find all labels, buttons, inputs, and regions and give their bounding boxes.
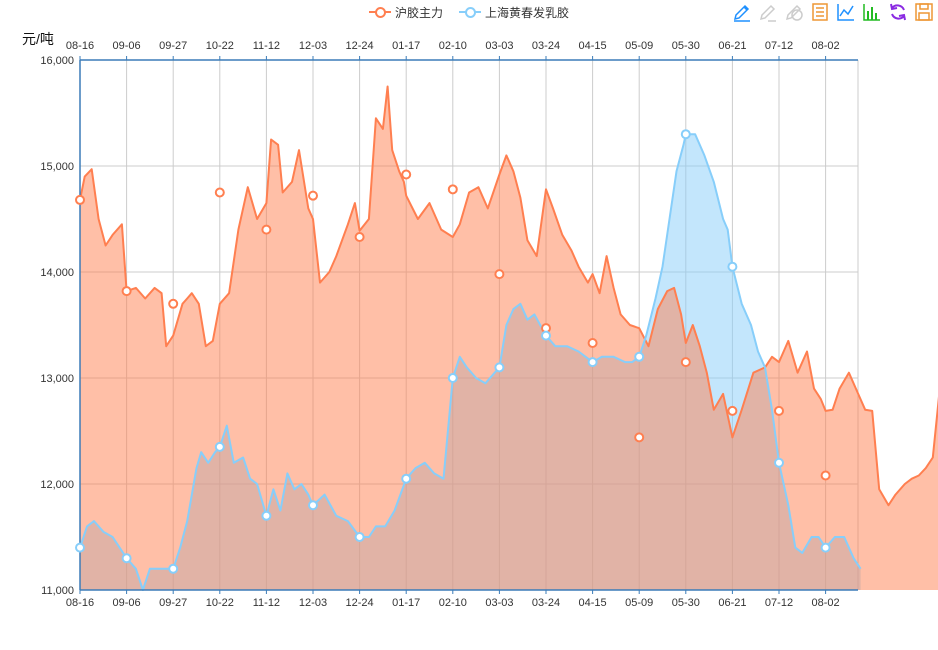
- x-tick-label-bottom: 09-27: [159, 597, 187, 609]
- data-point-0: [261, 224, 272, 235]
- axis-layer: 11,000 12,000 13,000 14,000 15,000 16,000 08-1…: [40, 40, 858, 609]
- x-tick-label-top: 06-21: [718, 40, 746, 52]
- bar-chart-icon[interactable]: [862, 2, 882, 22]
- data-point-0: [727, 405, 738, 416]
- data-point-1: [541, 330, 551, 341]
- data-point-1: [494, 362, 505, 373]
- series-area-0: [80, 86, 938, 590]
- mark-pen-icon[interactable]: [732, 2, 752, 22]
- x-tick-label-bottom: 05-09: [625, 597, 653, 609]
- x-tick-label-bottom: 04-15: [579, 597, 607, 609]
- y-tick-label: 11,000: [41, 585, 74, 597]
- x-tick-label-top: 03-03: [485, 40, 513, 52]
- legend-label-hujiao: 沪胶主力: [394, 5, 443, 20]
- x-tick-label-top: 11-12: [253, 40, 280, 52]
- restore-icon[interactable]: [888, 2, 908, 22]
- x-tick-label-top: 05-30: [672, 40, 700, 52]
- data-point-1: [587, 357, 598, 368]
- y-tick-label: 14,000: [40, 267, 74, 279]
- x-tick-label-top: 03-24: [532, 40, 560, 52]
- x-tick-label-bottom: 11-12: [253, 597, 280, 609]
- legend-item-latex[interactable]: 上海黄春发乳胶: [459, 2, 569, 22]
- line-chart-icon[interactable]: [836, 2, 856, 22]
- x-tick-label-top: 05-09: [625, 40, 653, 52]
- x-tick-label-bottom: 08-02: [812, 597, 840, 609]
- x-tick-label-top: 12-24: [346, 40, 374, 52]
- x-tick-label-top: 01-17: [392, 40, 420, 52]
- data-point-1: [214, 441, 225, 452]
- data-point-0: [774, 405, 784, 416]
- x-tick-label-bottom: 03-24: [532, 597, 560, 609]
- marker-layer: [75, 129, 831, 574]
- x-tick-label-bottom: 05-30: [672, 597, 700, 609]
- x-tick-label-top: 12-03: [299, 40, 327, 52]
- data-point-1: [774, 457, 784, 468]
- x-tick-label-bottom: 07-12: [765, 597, 793, 609]
- x-tick-label-top: 02-10: [439, 40, 467, 52]
- chart-legend: 沪胶主力 上海黄春发乳胶: [0, 2, 938, 22]
- x-tick-label-bottom: 12-03: [299, 597, 327, 609]
- x-tick-label-bottom: 10-22: [206, 597, 234, 609]
- x-tick-label-bottom: 08-16: [66, 597, 94, 609]
- data-point-0: [494, 269, 505, 280]
- data-point-1: [727, 261, 738, 272]
- data-point-1: [121, 553, 132, 564]
- data-point-1: [308, 500, 318, 511]
- legend-label-latex: 上海黄春发乳胶: [485, 5, 570, 20]
- x-tick-label-bottom: 09-06: [113, 597, 141, 609]
- data-point-0: [820, 470, 831, 481]
- x-tick-label-top: 04-15: [579, 40, 607, 52]
- x-tick-label-bottom: 12-24: [346, 597, 374, 609]
- save-image-icon[interactable]: [914, 2, 934, 22]
- data-point-1: [354, 532, 365, 542]
- data-point-1: [261, 510, 272, 521]
- data-view-icon[interactable]: [810, 2, 830, 22]
- series-line-1: [79, 133, 862, 591]
- data-point-0: [401, 169, 412, 180]
- x-tick-label-top: 09-27: [159, 40, 187, 52]
- y-tick-label: 13,000: [40, 373, 74, 385]
- data-point-1: [820, 542, 831, 553]
- x-tick-label-bottom: 03-03: [485, 597, 513, 609]
- legend-swatch-hujiao: [368, 6, 391, 18]
- data-point-0: [214, 187, 225, 198]
- data-point-1: [447, 373, 458, 383]
- data-point-0: [587, 338, 598, 349]
- data-point-0: [680, 357, 691, 368]
- x-tick-label-bottom: 02-10: [439, 597, 467, 609]
- x-tick-label-top: 08-02: [812, 40, 840, 52]
- mark-clear-icon[interactable]: [784, 2, 804, 22]
- legend-item-hujiao[interactable]: 沪胶主力: [368, 2, 443, 22]
- data-point-0: [447, 184, 458, 195]
- data-point-1: [401, 473, 412, 484]
- y-tick-label: 12,000: [40, 479, 74, 491]
- mark-undo-icon[interactable]: [758, 2, 778, 22]
- legend-swatch-latex: [459, 6, 481, 18]
- x-tick-label-top: 10-22: [206, 40, 234, 52]
- data-point-0: [121, 286, 132, 297]
- series-line-0: [79, 85, 938, 507]
- data-point-0: [308, 190, 318, 201]
- toolbox: [732, 2, 934, 22]
- x-tick-label-bottom: 01-17: [392, 597, 420, 609]
- y-tick-label: 16,000: [40, 55, 74, 67]
- line-layer: [79, 85, 938, 591]
- data-point-0: [354, 232, 365, 243]
- y-tick-label: 15,000: [40, 161, 74, 173]
- x-tick-label-top: 07-12: [765, 40, 793, 52]
- y-axis-title: 元/吨: [22, 31, 54, 47]
- data-point-0: [75, 194, 85, 205]
- data-point-0: [168, 298, 179, 309]
- x-tick-label-top: 08-16: [66, 40, 94, 52]
- data-point-0: [634, 432, 645, 443]
- data-point-1: [75, 542, 85, 553]
- data-point-1: [634, 351, 645, 362]
- data-point-1: [680, 129, 691, 140]
- x-tick-label-bottom: 06-21: [718, 597, 746, 609]
- x-tick-label-top: 09-06: [113, 40, 141, 52]
- data-point-1: [168, 563, 179, 574]
